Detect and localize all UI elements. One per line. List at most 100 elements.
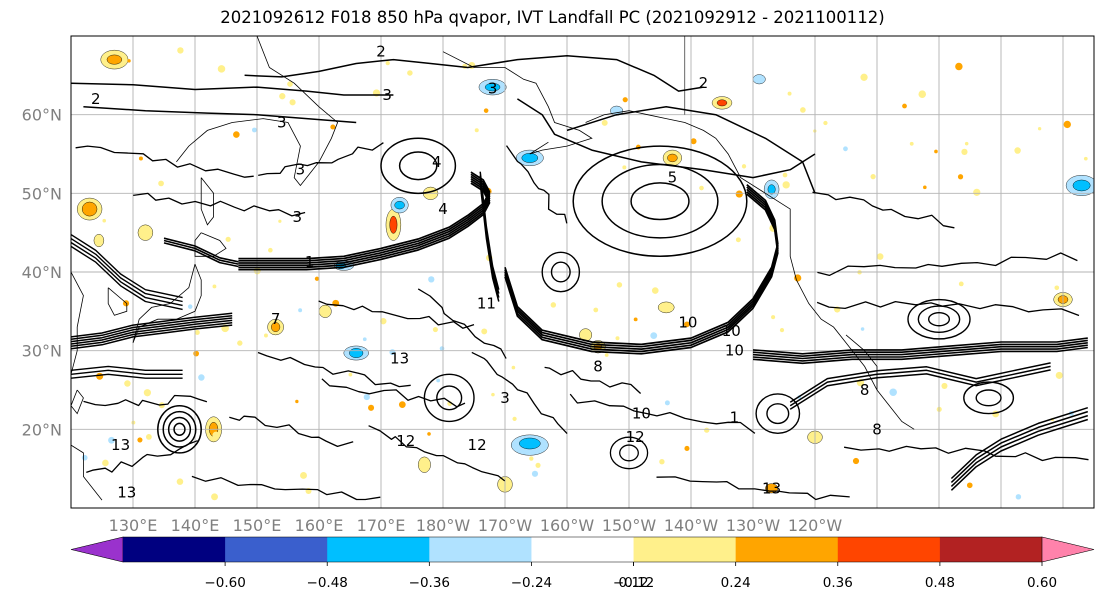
contour-label: 10 <box>678 313 697 331</box>
anomaly-speck <box>127 59 131 63</box>
anomaly-speck <box>407 70 413 76</box>
contour-line <box>789 362 1051 403</box>
contour-label: 4 <box>432 153 442 171</box>
contour-label: 8 <box>872 420 882 438</box>
anomaly-speck <box>550 302 557 308</box>
anomaly-patch <box>657 301 675 314</box>
anomaly-speck <box>102 218 107 223</box>
coastline <box>71 389 84 415</box>
anomaly-speck <box>622 165 627 170</box>
anomaly-speck <box>177 47 184 54</box>
anomaly-speck <box>615 336 620 341</box>
anomaly-speck <box>363 394 370 401</box>
contour-label: 13 <box>117 483 136 501</box>
anomaly-speck <box>843 146 848 152</box>
anomaly-speck <box>934 149 938 154</box>
anomaly-speck <box>385 61 390 66</box>
anomaly-speck <box>176 478 184 485</box>
anomaly-patch <box>81 201 98 217</box>
ivt-contours <box>71 54 1089 501</box>
coastline <box>442 51 593 155</box>
contour-line <box>471 351 568 435</box>
map-title: 2021092612 F018 850 hPa qvapor, IVT Land… <box>220 8 885 27</box>
contour-line <box>163 239 239 265</box>
anomaly-patch <box>349 348 364 358</box>
colorbar-tick-label: −0.12 <box>613 575 654 591</box>
anomaly-speck <box>633 317 638 322</box>
contour-ring <box>601 163 719 239</box>
anomaly-speck <box>264 333 268 338</box>
contour-label: 10 <box>722 322 741 340</box>
anomaly-speck <box>102 459 109 467</box>
contour-line <box>417 288 507 359</box>
anomaly-patch <box>137 224 154 241</box>
contour-label: 7 <box>271 310 281 328</box>
contour-label: 10 <box>632 405 651 423</box>
contour-line <box>71 314 233 341</box>
anomaly-speck <box>1015 494 1022 500</box>
contour-line <box>86 440 198 474</box>
contour-line <box>843 445 1089 462</box>
anomaly-speck <box>278 219 282 223</box>
colorbar-bin <box>735 537 839 562</box>
contour-ring <box>423 373 475 423</box>
contour-line <box>71 241 183 307</box>
anomaly-speck <box>616 282 623 288</box>
contour-label: 3 <box>500 389 510 407</box>
contour-ring <box>609 436 649 470</box>
colorbar-outline <box>123 536 1042 563</box>
contour-line <box>257 351 411 388</box>
contour-ring <box>907 298 971 340</box>
anomaly-speck <box>787 91 792 96</box>
contour-label: 5 <box>668 169 678 187</box>
anomaly-patch <box>521 153 539 163</box>
anomaly-speck <box>212 284 217 289</box>
colorbar-bin <box>531 537 635 562</box>
anomaly-speck <box>187 304 193 309</box>
longitude-tick-label: 150°E <box>233 516 282 535</box>
anomaly-speck <box>918 90 927 98</box>
contour-label: 2 <box>376 43 386 61</box>
anomaly-speck <box>699 185 704 191</box>
colorbar-bin <box>327 537 430 562</box>
anomaly-patch <box>519 437 541 450</box>
anomaly-speck <box>958 281 964 287</box>
anomaly-patch <box>1072 179 1091 192</box>
contour-line <box>569 393 756 434</box>
contour-line <box>318 300 475 329</box>
contour-line <box>71 365 183 371</box>
anomaly-speck <box>427 432 431 436</box>
anomaly-speck <box>368 404 375 411</box>
anomaly-speck <box>298 308 303 313</box>
anomaly-speck <box>823 120 828 126</box>
contour-ring <box>963 381 1015 415</box>
contour-line <box>504 184 779 346</box>
contour-line <box>752 346 1088 365</box>
contour-label: 3 <box>277 114 287 132</box>
contour-line <box>752 344 1088 362</box>
contour-line <box>71 82 394 96</box>
anomaly-speck <box>279 93 286 100</box>
contour-label: 2 <box>91 90 101 108</box>
anomaly-speck <box>966 482 973 489</box>
longitude-tick-label: 140°W <box>664 516 719 535</box>
anomaly-speck <box>604 353 609 357</box>
anomaly-speck <box>211 493 218 501</box>
anomaly-speck <box>735 237 741 243</box>
longitude-axis: 130°E 140°E 150°E 160°E 170°E 180°W 170°W 160°W… <box>109 516 843 535</box>
colorbar-bin <box>633 537 737 562</box>
contour-line <box>71 369 183 375</box>
latitude-tick-label: 20°N <box>22 420 62 439</box>
colorbar-extend-low <box>70 536 124 563</box>
contour-line <box>71 373 183 379</box>
anomaly-speck <box>779 328 785 333</box>
anomaly-speck <box>212 431 220 439</box>
contour-label: 1 <box>305 253 315 271</box>
colorbar-tick-label: −0.36 <box>409 575 450 591</box>
anomaly-speck <box>535 462 541 468</box>
contour-line <box>950 410 1089 483</box>
colorbar-tick-label: 0.60 <box>1027 575 1057 591</box>
anomaly-speck <box>860 73 868 81</box>
contour-line <box>516 98 816 179</box>
